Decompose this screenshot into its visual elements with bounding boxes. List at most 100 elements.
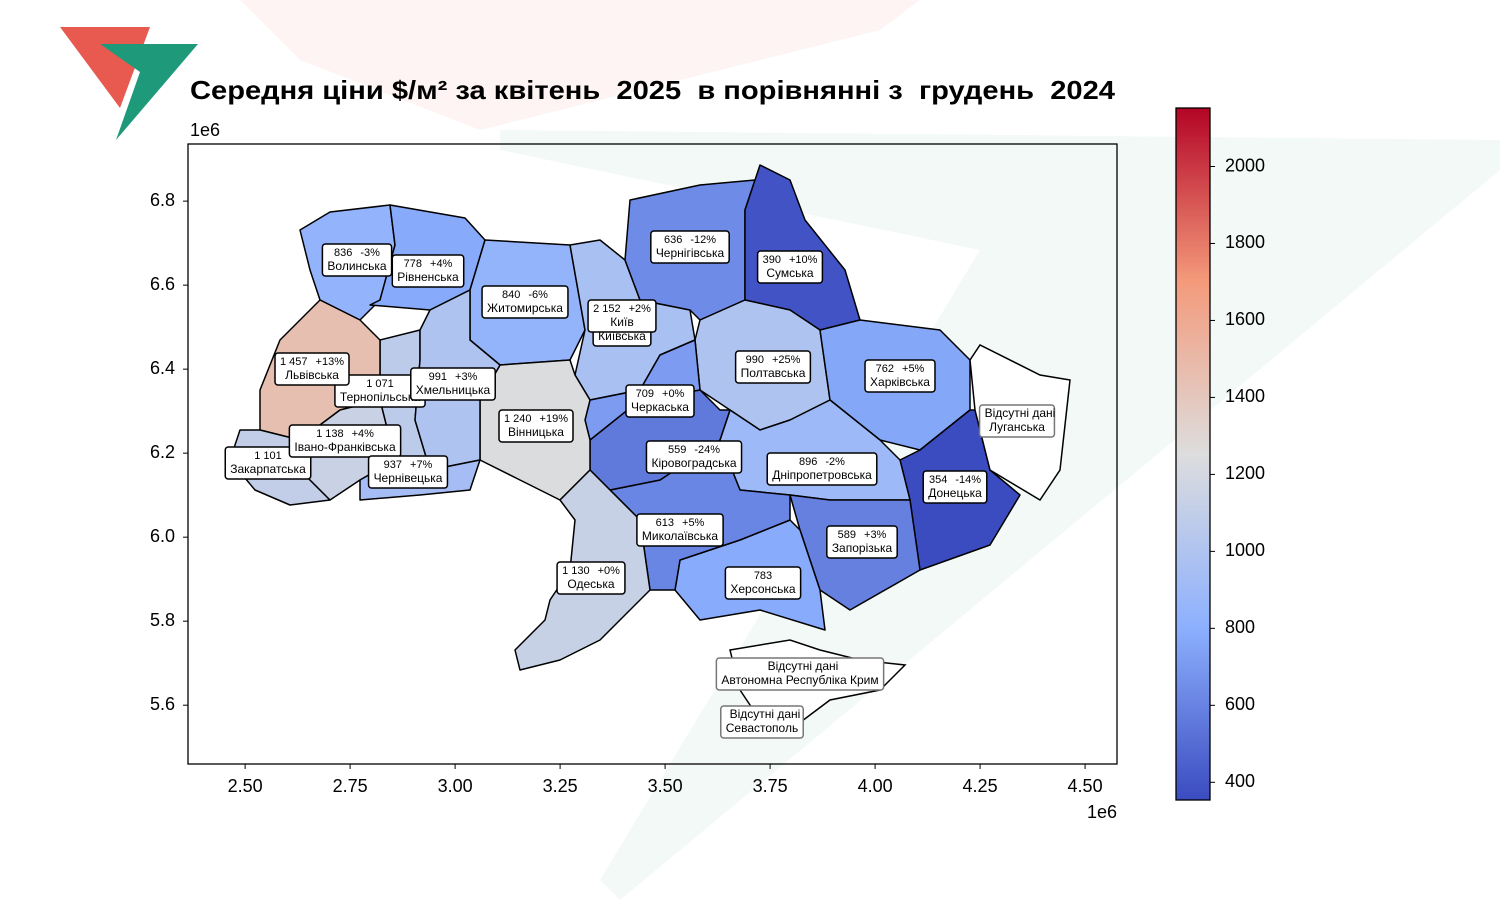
region-name: Чернівецька — [374, 471, 443, 485]
y-tick-label: 6.2 — [150, 442, 175, 462]
x-tick-label: 2.50 — [228, 776, 263, 796]
change: +4% — [352, 428, 375, 440]
change: +19% — [540, 413, 569, 425]
x-tick-label: 4.25 — [963, 776, 998, 796]
label-box — [720, 705, 804, 739]
change: +0% — [598, 565, 621, 577]
change: +13% — [316, 356, 345, 368]
x-tick-label: 3.25 — [543, 776, 578, 796]
colorbar-tick-label: 800 — [1225, 617, 1255, 637]
price: 937 — [384, 459, 402, 471]
price: 1 101 — [254, 450, 282, 462]
region-label: 778 +4%Рівненська — [391, 254, 465, 288]
change: -14% — [955, 474, 981, 486]
region-label: 990 +25%Полтавська — [734, 350, 812, 384]
price: 2 152 — [593, 303, 621, 315]
y-tick-label: 6.0 — [150, 526, 175, 546]
colorbar-tick-label: 1800 — [1225, 232, 1265, 252]
watermark — [240, 0, 920, 130]
change: -6% — [528, 289, 548, 301]
region-label: 1 138 +4%Івано-Франківська — [288, 424, 402, 458]
region-label: 589 +3%Запорізька — [826, 525, 898, 559]
region-name: Запорізька — [832, 541, 893, 555]
region-name: Вінницька — [508, 425, 564, 439]
region-label: 762 +5%Харківська — [864, 359, 936, 393]
label-box — [978, 404, 1056, 438]
label-box — [498, 409, 574, 443]
change: -12% — [690, 234, 716, 246]
label-box — [734, 350, 812, 384]
price: 636 — [664, 234, 682, 246]
change: -2% — [825, 456, 845, 468]
change: +2% — [629, 303, 652, 315]
x-tick-label: 3.50 — [648, 776, 683, 796]
region-name: Дніпропетровська — [772, 468, 872, 482]
change: -24% — [694, 444, 720, 456]
region-name: Херсонська — [730, 582, 796, 596]
change: +5% — [682, 517, 705, 529]
region-name: Миколаївська — [642, 529, 719, 543]
region-name: Донецька — [928, 486, 982, 500]
change: +3% — [864, 529, 887, 541]
x-tick-label: 4.50 — [1068, 776, 1103, 796]
colorbar-tick-label: 1400 — [1225, 386, 1265, 406]
colorbar-tick-label: 400 — [1225, 771, 1255, 791]
region-name: Полтавська — [741, 366, 806, 380]
price: 896 — [799, 456, 817, 468]
label-box — [367, 455, 449, 489]
price: 778 — [404, 258, 422, 270]
colorbar-tick-label: 1000 — [1225, 540, 1265, 560]
price: 390 — [763, 254, 781, 266]
change: +3% — [455, 371, 478, 383]
region-name: Луганська — [989, 420, 1045, 434]
y-tick-label: 5.6 — [150, 694, 175, 714]
colorbar-tick-label: 1200 — [1225, 463, 1265, 483]
region-name: Закарпатська — [230, 462, 306, 476]
price: 1 071 — [366, 378, 394, 390]
region-name: Черкаська — [631, 400, 689, 414]
region-label: 991 +3%Хмельницька — [410, 367, 496, 401]
y-tick-label: 6.6 — [150, 274, 175, 294]
price: 589 — [838, 529, 856, 541]
price: 559 — [668, 444, 686, 456]
region-name: Харківська — [870, 375, 930, 389]
y-offset: 1e6 — [190, 120, 220, 140]
change: +25% — [772, 354, 801, 366]
region-name: Автономна Республіка Крим — [721, 673, 878, 687]
region-name: Львівська — [285, 368, 339, 382]
label-box — [724, 566, 802, 600]
region-label: 709 +0%Черкаська — [625, 384, 695, 418]
region-name: Одеська — [567, 577, 615, 591]
region-label: 840 -6%Житомирська — [481, 285, 569, 319]
region-label: 390 +10%Сумська — [756, 250, 824, 284]
change: +7% — [410, 459, 433, 471]
colorbar-tick-label: 2000 — [1225, 155, 1265, 175]
label-box — [766, 452, 878, 486]
change: +10% — [789, 254, 818, 266]
label-box — [636, 513, 724, 547]
price: 709 — [636, 388, 654, 400]
label-box — [625, 384, 695, 418]
label-box — [410, 367, 496, 401]
region-label: 559 -24%Кіровоградська — [645, 440, 743, 474]
price: 840 — [502, 289, 520, 301]
region-label: 636 -12%Чернігівська — [650, 230, 730, 264]
map — [229, 164, 1071, 731]
price: 991 — [429, 371, 447, 383]
label-box — [715, 657, 885, 691]
price: 990 — [746, 354, 764, 366]
price: 1 457 — [280, 356, 308, 368]
colorbar-tick-label: 1600 — [1225, 309, 1265, 329]
change: +0% — [662, 388, 685, 400]
region-label: 354 -14%Донецька — [922, 470, 988, 504]
change: +5% — [902, 363, 925, 375]
x-tick-label: 2.75 — [333, 776, 368, 796]
x-offset: 1e6 — [1087, 802, 1117, 822]
price: 1 240 — [504, 413, 532, 425]
x-tick-label: 4.00 — [858, 776, 893, 796]
x-tick-label: 3.00 — [438, 776, 473, 796]
